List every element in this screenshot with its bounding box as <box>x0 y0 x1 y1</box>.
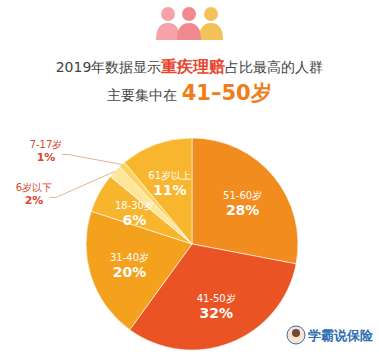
category-label: 31-40岁 <box>110 252 149 263</box>
icon-head <box>204 7 218 21</box>
people-icon <box>156 7 223 40</box>
category-label: 61岁以上 <box>148 170 191 181</box>
subtitle-part: 41–50岁 <box>182 81 272 105</box>
watermark: 学霸说保险 <box>284 325 376 346</box>
title: 2019年数据显示重疾理赔占比最高的人群 <box>56 57 324 76</box>
watermark-bg <box>284 325 376 346</box>
subtitle-part: 主要集中在 <box>107 87 181 103</box>
value-label: 11% <box>153 182 187 198</box>
category-label: 51-60岁 <box>223 190 262 201</box>
watermark-avatar <box>287 326 305 344</box>
title-part: 占比最高的人群 <box>225 59 323 75</box>
value-label: 6% <box>123 212 147 228</box>
category-label: 6岁以下 <box>16 182 52 193</box>
value-label: 32% <box>199 305 233 321</box>
icon-body <box>156 23 180 40</box>
value-label: 28% <box>226 202 260 218</box>
icon-head <box>161 7 175 21</box>
leader-line <box>62 154 122 164</box>
title-part: 重疾理赔 <box>160 57 225 76</box>
chart: 2019年数据显示重疾理赔占比最高的人群主要集中在 41–50岁 51-60岁28… <box>0 0 379 354</box>
pie <box>86 138 298 350</box>
icon-body <box>177 23 201 40</box>
icon-head <box>182 7 196 21</box>
title-part: 2019年数据显示 <box>56 59 162 75</box>
category-label: 41-50岁 <box>197 293 236 304</box>
subtitle: 主要集中在 41–50岁 <box>107 81 271 105</box>
data-labels: 51-60岁28% 41-50岁32% 31-40岁20% 18-30岁6% 6岁以下2… <box>16 139 262 321</box>
value-label: 1% <box>37 151 56 164</box>
icon-body <box>199 23 223 40</box>
watermark-text: 学霸说保险 <box>308 328 374 343</box>
value-label: 2% <box>25 194 44 207</box>
slice <box>192 138 298 264</box>
leader-line <box>50 171 115 197</box>
value-label: 20% <box>113 264 147 280</box>
category-label: 18-30岁 <box>115 200 154 211</box>
category-label: 7-17岁 <box>30 139 63 150</box>
watermark-avatar-hair <box>292 329 300 337</box>
